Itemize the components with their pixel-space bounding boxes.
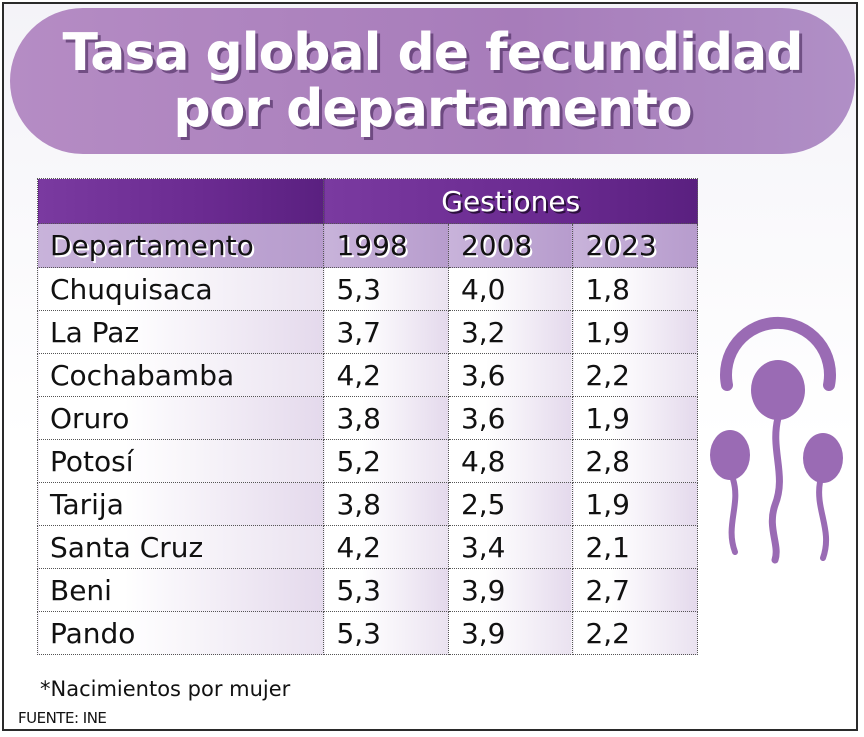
cell-2023: 2,2 xyxy=(572,611,698,655)
table-row: La Paz 3,7 3,2 1,9 xyxy=(36,310,698,354)
column-header-2023: 2023 xyxy=(572,223,698,268)
cell-departamento: Potosí xyxy=(36,439,325,483)
table-row: Oruro 3,8 3,6 1,9 xyxy=(36,396,698,440)
cell-departamento: Tarija xyxy=(36,482,325,526)
cell-2008: 4,0 xyxy=(447,267,574,311)
cell-1998: 3,8 xyxy=(323,396,449,440)
cell-1998: 3,8 xyxy=(323,482,449,526)
table-row: Tarija 3,8 2,5 1,9 xyxy=(36,482,698,526)
cell-2023: 2,7 xyxy=(572,568,698,612)
cell-departamento: Cochabamba xyxy=(36,353,325,397)
cell-1998: 5,3 xyxy=(323,568,449,612)
cell-2008: 2,5 xyxy=(447,482,574,526)
cell-2023: 1,9 xyxy=(572,396,698,440)
sperm-icon xyxy=(710,316,843,564)
cell-2008: 3,6 xyxy=(447,353,574,397)
cell-1998: 4,2 xyxy=(323,353,449,397)
column-header-1998: 1998 xyxy=(323,223,449,268)
title-banner: Tasa global de fecundidad por departamen… xyxy=(10,8,855,154)
table-row: Chuquisaca 5,3 4,0 1,8 xyxy=(36,267,698,311)
cell-1998: 4,2 xyxy=(323,525,449,569)
cell-2008: 3,4 xyxy=(447,525,574,569)
cell-2023: 2,8 xyxy=(572,439,698,483)
cell-2008: 3,9 xyxy=(447,568,574,612)
table-row: Beni 5,3 3,9 2,7 xyxy=(36,568,698,612)
cell-departamento: Santa Cruz xyxy=(36,525,325,569)
cell-departamento: La Paz xyxy=(36,310,325,354)
column-header-2008: 2008 xyxy=(447,223,574,268)
cell-1998: 3,7 xyxy=(323,310,449,354)
cell-2008: 3,6 xyxy=(447,396,574,440)
table-row: Potosí 5,2 4,8 2,8 xyxy=(36,439,698,483)
title-line-1: Tasa global de fecundidad xyxy=(62,23,804,83)
cell-departamento: Oruro xyxy=(36,396,325,440)
table-row: Santa Cruz 4,2 3,4 2,1 xyxy=(36,525,698,569)
table-row: Cochabamba 4,2 3,6 2,2 xyxy=(36,353,698,397)
cell-2008: 3,2 xyxy=(447,310,574,354)
cell-2023: 1,8 xyxy=(572,267,698,311)
column-header-departamento: Departamento xyxy=(36,223,325,268)
cell-1998: 5,3 xyxy=(323,267,449,311)
cell-departamento: Chuquisaca xyxy=(36,267,325,311)
cell-2008: 3,9 xyxy=(447,611,574,655)
source-credit: FUENTE: INE xyxy=(18,709,107,727)
cell-2023: 2,2 xyxy=(572,353,698,397)
group-header-gestiones: Gestiones xyxy=(323,178,698,224)
cell-2008: 4,8 xyxy=(447,439,574,483)
table-column-header-row: Departamento 1998 2008 2023 xyxy=(36,223,698,268)
cell-2023: 1,9 xyxy=(572,482,698,526)
cell-departamento: Pando xyxy=(36,611,325,655)
cell-1998: 5,3 xyxy=(323,611,449,655)
table-row: Pando 5,3 3,9 2,2 xyxy=(36,611,698,655)
cell-2023: 2,1 xyxy=(572,525,698,569)
title-line-2: por departamento xyxy=(173,79,692,139)
cell-2023: 1,9 xyxy=(572,310,698,354)
cell-1998: 5,2 xyxy=(323,439,449,483)
table-group-header-row: Gestiones xyxy=(36,178,698,224)
fertility-table: Gestiones Departamento 1998 2008 2023 Ch… xyxy=(36,178,698,655)
cell-departamento: Beni xyxy=(36,568,325,612)
group-header-spacer xyxy=(36,178,325,224)
footnote: *Nacimientos por mujer xyxy=(40,677,291,701)
table-body: Chuquisaca 5,3 4,0 1,8 La Paz 3,7 3,2 1,… xyxy=(36,267,698,655)
